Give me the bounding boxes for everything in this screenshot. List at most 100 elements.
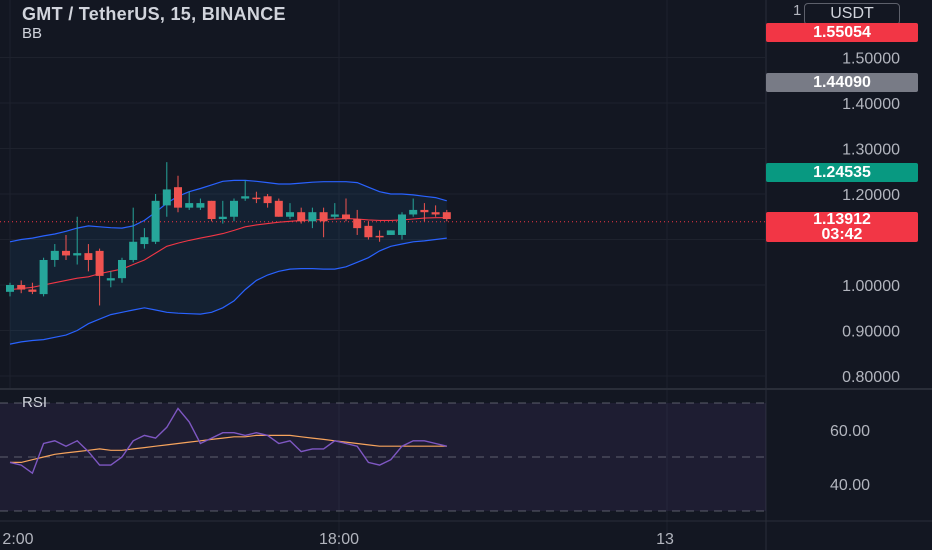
candle-body bbox=[39, 259, 48, 295]
indicator-legend-bb[interactable]: BB bbox=[22, 25, 43, 42]
candle bbox=[308, 207, 317, 229]
bb-lower-band bbox=[9, 237, 447, 345]
price-tick-label: 1.30000 bbox=[842, 142, 900, 159]
candle bbox=[297, 207, 306, 224]
candle bbox=[364, 221, 373, 240]
candle-body bbox=[398, 214, 406, 235]
price-tick-label: 1.50000 bbox=[842, 51, 900, 68]
candle-body bbox=[151, 200, 160, 242]
candle bbox=[185, 191, 194, 210]
candle-body bbox=[185, 203, 194, 208]
bb-basis-line bbox=[9, 217, 447, 291]
candle bbox=[386, 230, 395, 235]
candle bbox=[17, 280, 26, 294]
bb-fill bbox=[10, 180, 447, 345]
price-tick-top: 1 bbox=[793, 2, 802, 19]
bar-countdown: 03:42 bbox=[821, 226, 863, 243]
candle bbox=[431, 205, 440, 217]
candle-body bbox=[95, 250, 104, 276]
candle bbox=[330, 203, 339, 220]
current-price-value: 1.13912 bbox=[813, 211, 871, 228]
candle-body bbox=[442, 212, 451, 220]
candle bbox=[252, 191, 261, 204]
candle-body bbox=[17, 285, 26, 290]
symbol-title[interactable]: GMT / TetherUS, 15, BINANCE bbox=[22, 4, 286, 24]
candle bbox=[129, 207, 138, 263]
candle bbox=[207, 200, 216, 222]
candle bbox=[174, 175, 182, 213]
candle-body bbox=[230, 200, 238, 217]
candle bbox=[84, 244, 93, 272]
candle-body bbox=[375, 235, 384, 238]
candle-body bbox=[386, 230, 395, 235]
rsi-line bbox=[9, 407, 447, 475]
candle-body bbox=[263, 196, 272, 204]
candle-body bbox=[241, 196, 250, 199]
candle-body bbox=[174, 187, 182, 208]
time-tick-label: 2:00 bbox=[2, 531, 33, 548]
candle-body bbox=[308, 212, 317, 222]
candle-body bbox=[129, 241, 138, 260]
price-tick-label: 0.80000 bbox=[842, 369, 900, 386]
candle bbox=[118, 257, 126, 283]
candle-body bbox=[218, 216, 227, 220]
candle-body bbox=[50, 250, 59, 260]
candle-body bbox=[297, 212, 306, 222]
candle bbox=[286, 203, 294, 220]
candle-body bbox=[6, 285, 14, 292]
candle bbox=[230, 198, 238, 222]
price-tick-label: 1.00000 bbox=[842, 278, 900, 295]
candle bbox=[319, 207, 328, 238]
candle-body bbox=[196, 203, 205, 208]
candle-body bbox=[342, 214, 350, 220]
candle bbox=[353, 209, 362, 235]
candle-body bbox=[118, 259, 126, 279]
candle bbox=[151, 194, 160, 245]
candle bbox=[39, 257, 48, 297]
indicator-legend-rsi[interactable]: RSI bbox=[22, 394, 48, 411]
candle-body bbox=[319, 212, 328, 222]
candle-body bbox=[84, 253, 93, 260]
candle bbox=[241, 180, 250, 201]
candle bbox=[420, 203, 429, 222]
candle bbox=[50, 244, 59, 267]
candle-body bbox=[106, 278, 115, 281]
price-tick-label: 0.90000 bbox=[842, 324, 900, 341]
candle-body bbox=[431, 212, 440, 215]
candle-body bbox=[274, 200, 283, 217]
candle-body bbox=[420, 209, 429, 213]
candle-body bbox=[62, 250, 70, 256]
rsi-tick-label: 40.00 bbox=[830, 477, 870, 494]
candle bbox=[398, 212, 406, 240]
candle bbox=[442, 209, 451, 222]
candle bbox=[196, 198, 205, 210]
green-price-badge: 1.24535 bbox=[766, 163, 918, 182]
candle bbox=[218, 200, 227, 224]
candle-body bbox=[162, 189, 171, 206]
candle-body bbox=[364, 225, 373, 238]
candle bbox=[263, 194, 272, 208]
candle-body bbox=[28, 289, 37, 292]
candle bbox=[140, 228, 149, 249]
price-tick-label: 1.20000 bbox=[842, 187, 900, 204]
time-tick-label: 13 bbox=[656, 531, 674, 548]
price-tick-label: 1.40000 bbox=[842, 96, 900, 113]
candle bbox=[95, 248, 104, 306]
bb-upper-band bbox=[9, 179, 447, 243]
candle-body bbox=[252, 197, 261, 200]
candle bbox=[409, 198, 418, 217]
candle-body bbox=[409, 209, 418, 215]
gray-price-badge: 1.44090 bbox=[766, 73, 918, 92]
candle bbox=[73, 216, 82, 265]
candle-body bbox=[330, 214, 339, 217]
candle bbox=[274, 198, 283, 217]
candle-body bbox=[140, 237, 149, 245]
candle-body bbox=[73, 253, 82, 256]
high-price-badge: 1.55054 bbox=[766, 23, 918, 42]
candle-body bbox=[286, 212, 294, 217]
currency-selector[interactable]: USDT bbox=[804, 3, 900, 25]
candle bbox=[162, 162, 171, 217]
candle bbox=[375, 230, 384, 242]
rsi-ma-line bbox=[10, 434, 447, 463]
